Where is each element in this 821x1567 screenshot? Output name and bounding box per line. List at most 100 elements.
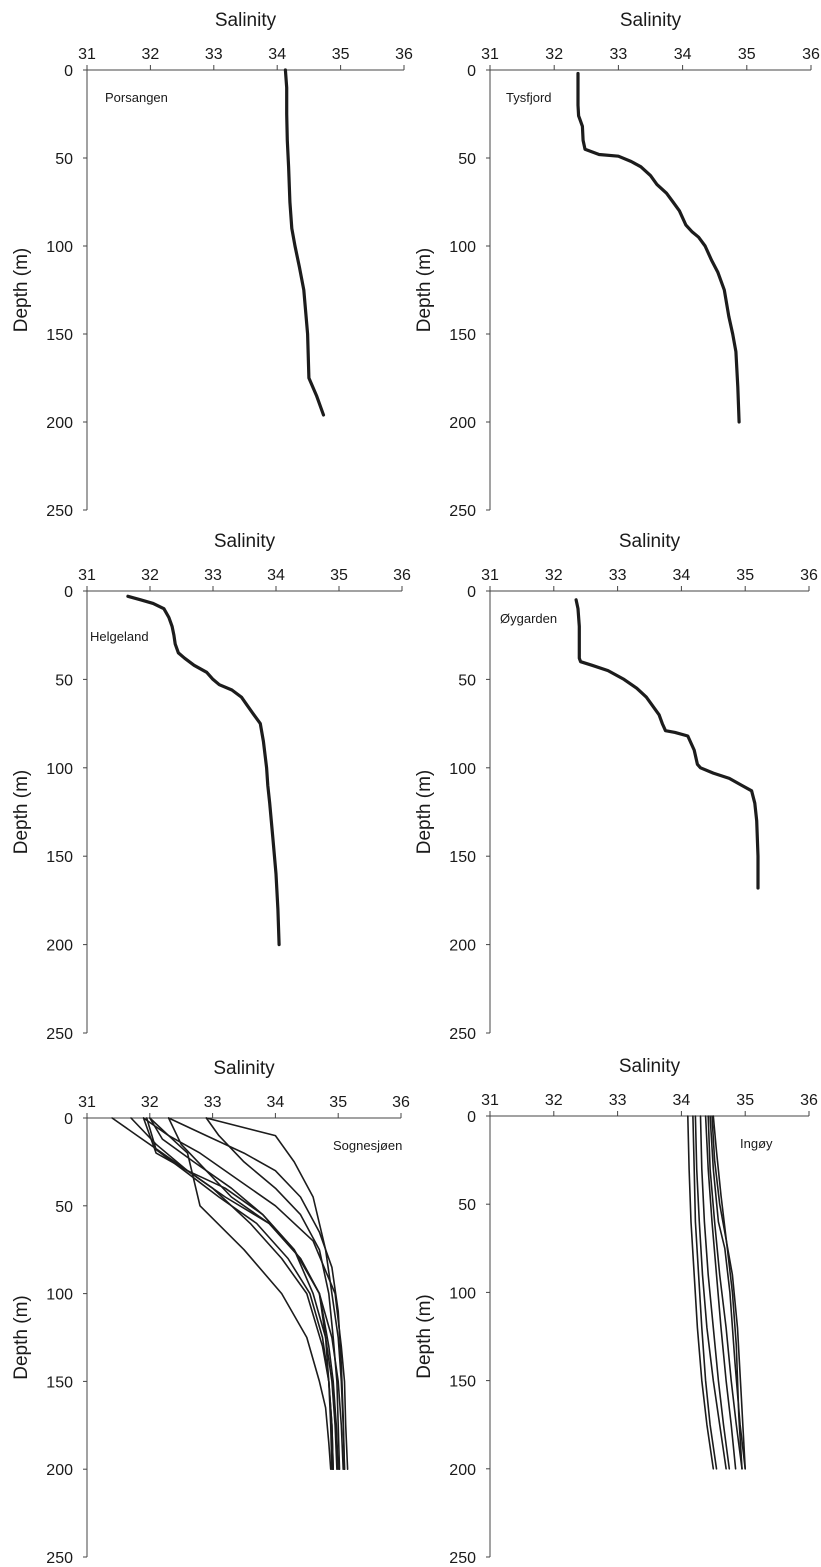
station-label: Helgeland [90, 629, 149, 644]
x-tick-label: 32 [141, 567, 159, 584]
x-tick-label: 31 [78, 1094, 96, 1111]
y-axis-title: Depth (m) [11, 1295, 32, 1379]
chart-title: Salinity [213, 1058, 275, 1079]
x-tick-label: 34 [267, 1094, 285, 1111]
x-tick-label: 36 [393, 567, 411, 584]
x-tick-label: 34 [268, 46, 286, 63]
salinity-profile-line-1 [111, 1117, 335, 1470]
x-tick-label: 35 [332, 46, 350, 63]
salinity-profile-line-8 [167, 1117, 346, 1470]
y-tick-label: 200 [449, 415, 476, 432]
chart-title: Salinity [215, 10, 277, 31]
y-tick-label: 150 [46, 849, 73, 866]
chart-title: Salinity [619, 531, 681, 552]
station-label: Porsangen [105, 90, 168, 105]
y-tick-label: 50 [55, 151, 73, 168]
y-tick-label: 200 [449, 1462, 476, 1479]
x-tick-label: 36 [392, 1094, 410, 1111]
y-tick-label: 100 [46, 239, 73, 256]
x-tick-label: 36 [395, 46, 413, 63]
y-axis-title: Depth (m) [414, 248, 435, 332]
salinity-profile-line-1 [686, 1115, 715, 1470]
station-label: Øygarden [500, 611, 557, 626]
x-tick-label: 31 [481, 1092, 499, 1109]
y-tick-label: 0 [467, 1109, 476, 1126]
salinity-profile-line-1 [574, 598, 760, 890]
salinity-profile-line-6 [707, 1115, 743, 1470]
y-tick-label: 0 [467, 584, 476, 601]
station-label: Sognesjøen [333, 1138, 402, 1153]
x-tick-label: 34 [673, 567, 691, 584]
chart-panel-1: Salinity Depth (m) 31 32 33 34 35 36 0 50 100 150 20… [11, 10, 413, 520]
salinity-profile-line-4 [699, 1115, 731, 1470]
y-tick-label: 200 [449, 938, 476, 955]
y-tick-label: 250 [46, 503, 73, 520]
x-tick-label: 34 [674, 46, 692, 63]
salinity-profile-line-9 [712, 1115, 743, 1470]
chart-panel-2: Salinity Depth (m) 31 32 33 34 35 36 0 50 100 150 20… [414, 10, 820, 520]
x-tick-label: 35 [330, 567, 348, 584]
salinity-profile-line-8 [711, 1115, 747, 1470]
chart-title: Salinity [619, 1056, 681, 1077]
salinity-profile-line-6 [167, 1117, 333, 1470]
x-tick-label: 32 [545, 46, 563, 63]
x-tick-label: 34 [673, 1092, 691, 1109]
x-tick-label: 32 [545, 1092, 563, 1109]
salinity-profile-line-10 [149, 1117, 332, 1470]
y-tick-label: 150 [46, 327, 73, 344]
salinity-profile-line-1 [576, 71, 741, 424]
x-tick-label: 31 [481, 46, 499, 63]
chart-panel-4: Salinity Depth (m) 31 32 33 34 35 36 0 50 100 150 20… [414, 531, 818, 1043]
y-tick-label: 250 [449, 1550, 476, 1567]
y-tick-label: 50 [458, 1197, 476, 1214]
salinity-profile-line-2 [692, 1115, 718, 1470]
station-label: Ingøy [740, 1136, 773, 1151]
salinity-profile-line-7 [205, 1117, 341, 1470]
y-tick-label: 100 [449, 1285, 476, 1302]
chart-panel-3: Salinity Depth (m) 31 32 33 34 35 36 0 50 100 150 20… [11, 531, 411, 1043]
y-tick-label: 200 [46, 1462, 73, 1479]
x-tick-label: 33 [204, 1094, 222, 1111]
y-axis-title: Depth (m) [11, 248, 32, 332]
station-label: Tysfjord [506, 90, 552, 105]
x-tick-label: 33 [205, 46, 223, 63]
y-axis-title: Depth (m) [414, 1294, 435, 1378]
x-tick-label: 35 [738, 46, 756, 63]
salinity-profile-line-3 [142, 1117, 349, 1470]
chart-panel-6: Salinity Depth (m) 31 32 33 34 35 36 0 50 100 150 20… [414, 1056, 818, 1567]
y-tick-label: 0 [64, 63, 73, 80]
x-tick-label: 33 [609, 567, 627, 584]
x-tick-label: 35 [736, 1092, 754, 1109]
x-tick-label: 31 [78, 46, 96, 63]
x-tick-label: 33 [610, 46, 628, 63]
salinity-profile-line-11 [205, 1117, 346, 1470]
y-tick-label: 100 [449, 761, 476, 778]
x-tick-label: 36 [802, 46, 820, 63]
chart-title: Salinity [214, 531, 276, 552]
y-tick-label: 150 [449, 849, 476, 866]
y-tick-label: 0 [64, 1111, 73, 1128]
salinity-profile-line-5 [145, 1117, 335, 1470]
y-tick-label: 150 [449, 1374, 476, 1391]
chart-title: Salinity [620, 10, 682, 31]
y-tick-label: 250 [449, 1026, 476, 1043]
salinity-profile-line-5 [704, 1115, 737, 1470]
y-axis-title: Depth (m) [414, 770, 435, 854]
x-tick-label: 32 [141, 1094, 159, 1111]
y-tick-label: 200 [46, 938, 73, 955]
salinity-profile-line-4 [149, 1117, 338, 1470]
y-tick-label: 50 [55, 672, 73, 689]
y-tick-label: 250 [46, 1550, 73, 1567]
y-tick-label: 150 [46, 1374, 73, 1391]
y-tick-label: 0 [467, 63, 476, 80]
y-tick-label: 50 [458, 151, 476, 168]
y-tick-label: 250 [449, 503, 476, 520]
y-tick-label: 50 [458, 672, 476, 689]
chart-panel-5: Salinity Depth (m) 31 32 33 34 35 36 0 50 100 150 20… [11, 1058, 410, 1567]
y-tick-label: 250 [46, 1026, 73, 1043]
y-tick-label: 200 [46, 415, 73, 432]
y-tick-label: 100 [46, 1287, 73, 1304]
x-tick-label: 34 [267, 567, 285, 584]
y-tick-label: 100 [449, 239, 476, 256]
